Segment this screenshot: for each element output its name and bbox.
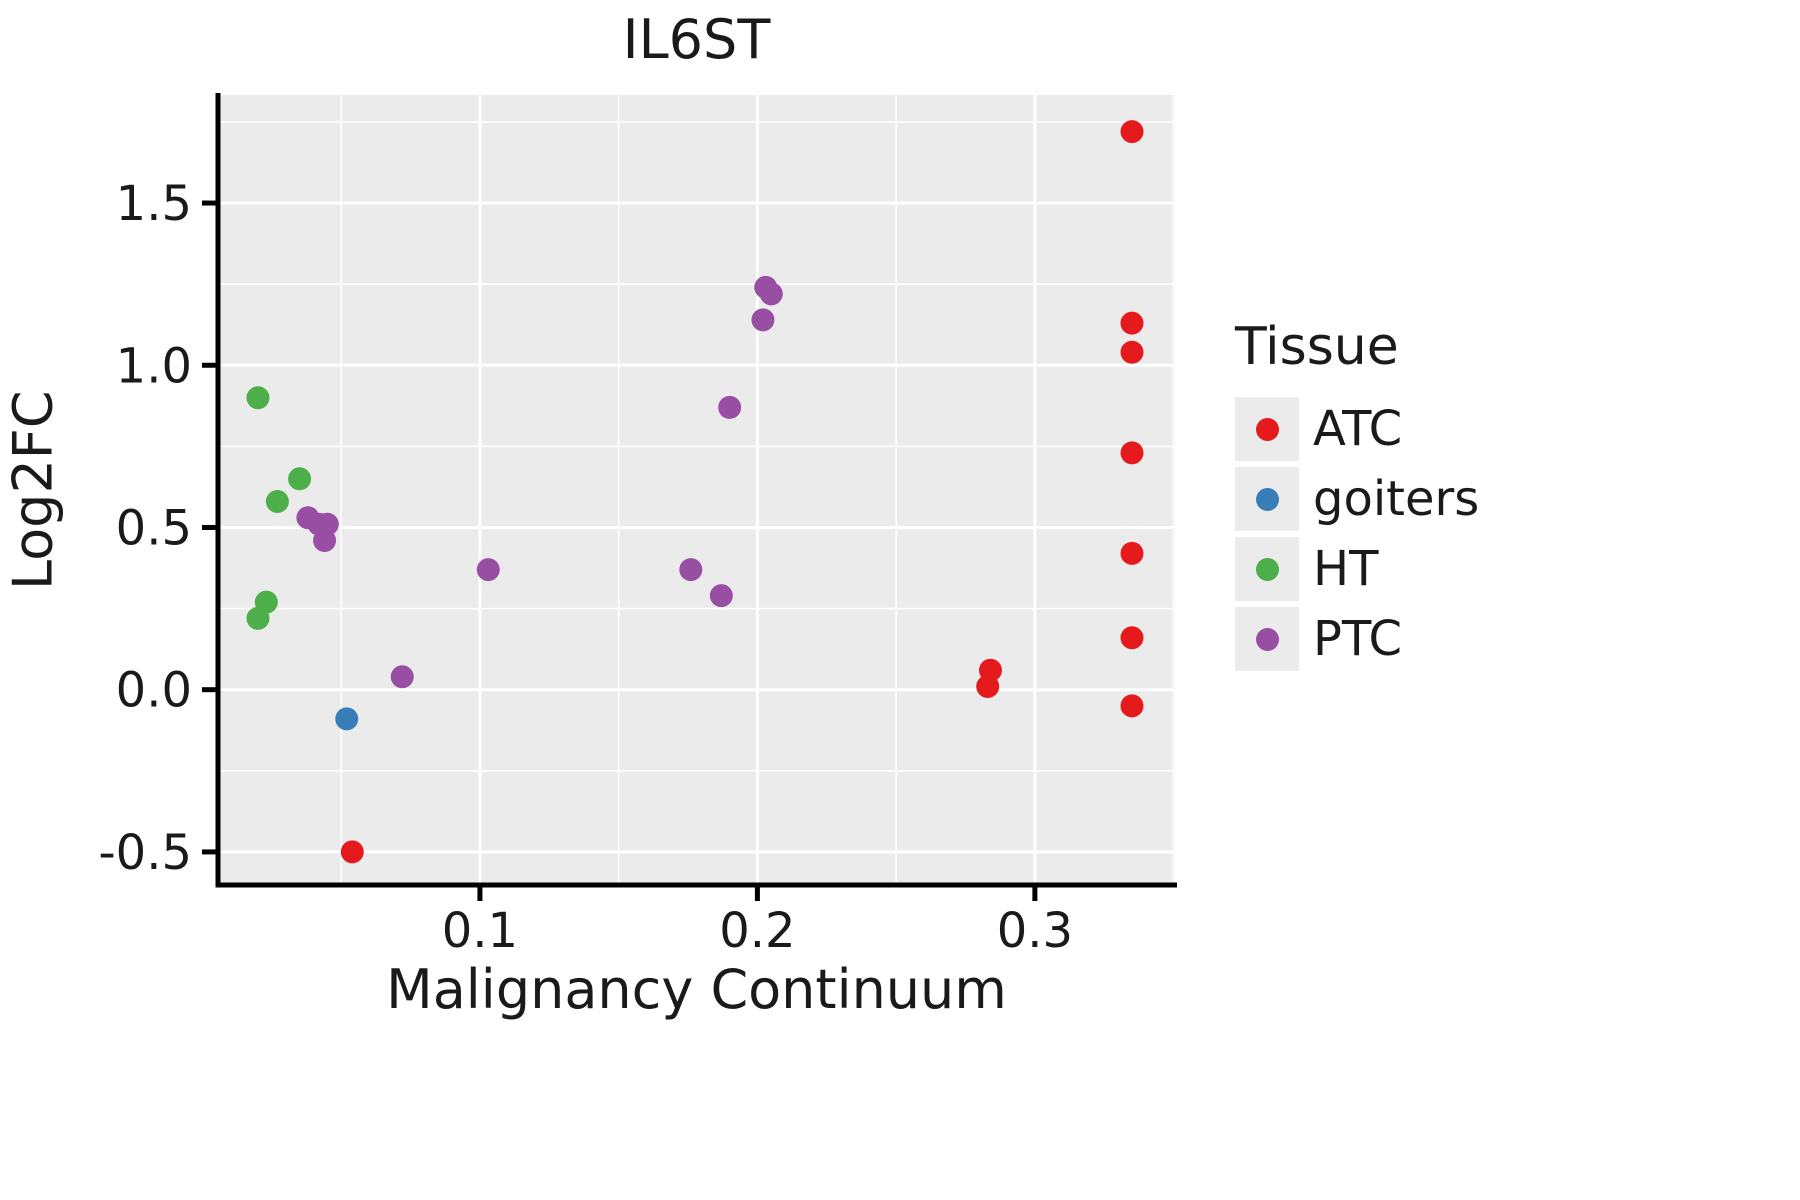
data-point-PTC — [476, 558, 500, 582]
x-tick-label: 0.3 — [997, 903, 1073, 959]
data-point-PTC — [679, 558, 703, 582]
data-point-ATC — [976, 674, 1000, 698]
y-tick-label: 1.5 — [116, 176, 192, 232]
data-point-PTC — [759, 282, 783, 306]
legend-item-PTC: PTC — [1235, 604, 1479, 674]
data-point-ATC — [1120, 694, 1144, 718]
legend-label-PTC: PTC — [1313, 611, 1402, 668]
legend: Tissue ATC goiters HT PTC — [1235, 316, 1479, 674]
data-point-PTC — [313, 528, 337, 552]
y-tick-label: 0.5 — [116, 500, 192, 556]
x-tick-label: 0.1 — [442, 903, 518, 959]
data-point-ATC — [1120, 311, 1144, 335]
legend-title: Tissue — [1235, 317, 1399, 377]
legend-dot-icon — [1255, 627, 1279, 651]
data-point-goiters — [335, 707, 359, 731]
data-point-HT — [246, 606, 270, 630]
legend-items: ATC goiters HT PTC — [1235, 394, 1479, 674]
data-point-PTC — [709, 584, 733, 608]
legend-key-HT — [1235, 537, 1299, 602]
legend-key-PTC — [1235, 607, 1299, 672]
chart-title: IL6ST — [622, 8, 771, 71]
data-point-ATC — [340, 840, 364, 864]
data-point-ATC — [1120, 120, 1144, 144]
y-tick-label: 1.0 — [116, 338, 192, 394]
data-point-PTC — [390, 665, 414, 689]
legend-key-ATC — [1235, 397, 1299, 462]
data-point-HT — [246, 386, 270, 410]
legend-item-ATC: ATC — [1235, 394, 1479, 464]
legend-dot-icon — [1255, 417, 1279, 441]
data-point-ATC — [1120, 541, 1144, 565]
plot-panel — [218, 95, 1175, 885]
legend-item-goiters: goiters — [1235, 464, 1479, 534]
data-point-ATC — [1120, 340, 1144, 364]
data-point-PTC — [751, 308, 775, 332]
legend-label-goiters: goiters — [1313, 471, 1480, 528]
data-point-ATC — [1120, 441, 1144, 465]
data-point-ATC — [1120, 626, 1144, 650]
x-axis-label: Malignancy Continuum — [386, 958, 1007, 1021]
legend-label-ATC: ATC — [1313, 401, 1403, 458]
data-point-PTC — [718, 395, 742, 419]
data-point-HT — [265, 490, 289, 514]
data-point-HT — [288, 467, 312, 491]
legend-label-HT: HT — [1313, 541, 1379, 598]
legend-key-goiters — [1235, 467, 1299, 532]
x-tick-label: 0.2 — [719, 903, 795, 959]
legend-item-HT: HT — [1235, 534, 1479, 604]
y-tick-label: 0.0 — [116, 663, 192, 719]
legend-dot-icon — [1255, 487, 1279, 511]
y-tick-label: -0.5 — [98, 825, 192, 881]
legend-dot-icon — [1255, 557, 1279, 581]
